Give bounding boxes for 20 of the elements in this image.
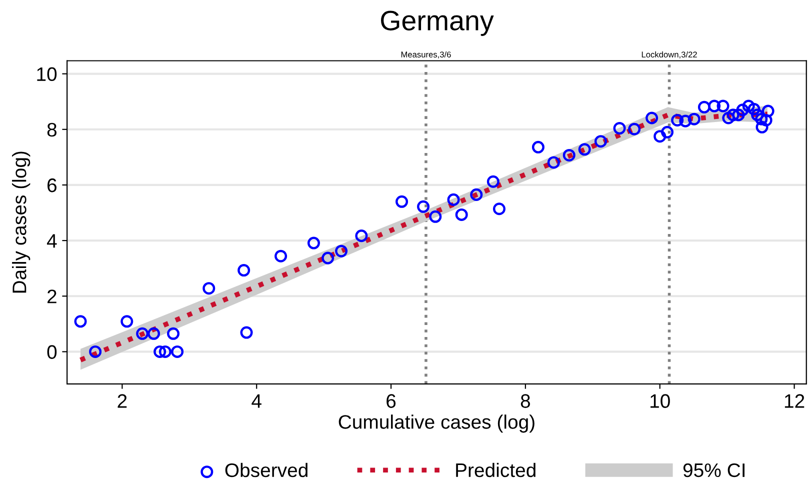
- y-tick-label: 2: [48, 290, 56, 304]
- ref-line-label: Measures,3/6: [401, 51, 451, 58]
- legend-label: Predicted: [456, 462, 536, 478]
- chart-title: Germany: [381, 10, 494, 36]
- y-tick-label: 10: [37, 67, 57, 82]
- x-tick-label: 12: [784, 394, 804, 408]
- x-tick-label: 10: [650, 394, 670, 408]
- x-tick-label: 2: [118, 394, 127, 408]
- x-tick-label: 8: [520, 394, 530, 408]
- x-tick-label: 6: [386, 394, 396, 408]
- x-tick-label: 4: [252, 394, 262, 408]
- y-tick-label: 4: [46, 234, 57, 248]
- ref-line-label: Lockdown,3/22: [642, 51, 697, 58]
- x-axis-title: Cumulative cases (log): [338, 414, 534, 433]
- legend-label: Observed: [225, 462, 308, 478]
- y-tick-label: 6: [48, 178, 56, 192]
- y-tick-label: 0: [47, 345, 57, 359]
- y-tick-label: 8: [47, 122, 56, 137]
- text: 95% CI: [683, 463, 744, 478]
- y-axis-title: Daily cases (log): [12, 152, 30, 293]
